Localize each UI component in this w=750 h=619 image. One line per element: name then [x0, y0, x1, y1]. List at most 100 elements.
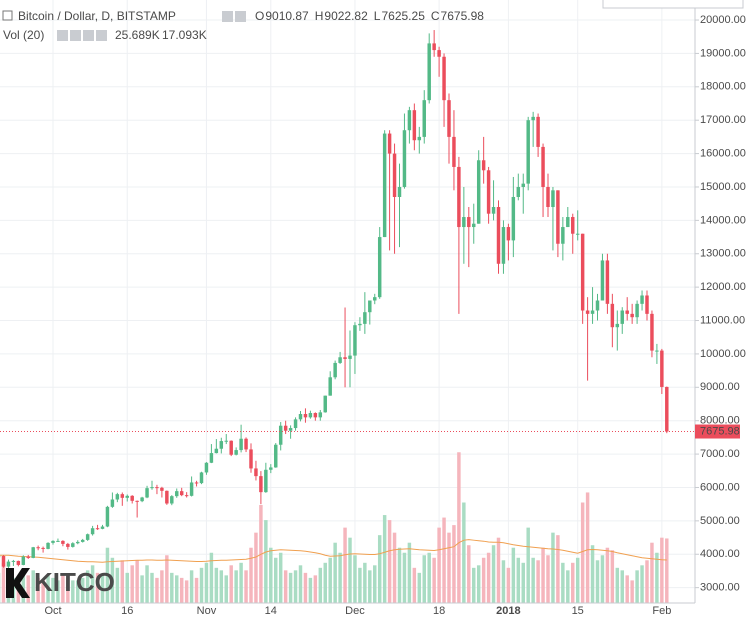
y-tick-label: 20000.00	[700, 14, 746, 26]
candle-body	[635, 303, 639, 318]
ohlc-value: 7675.98	[441, 9, 485, 23]
candle-body	[204, 462, 209, 473]
candle-body	[95, 528, 100, 530]
icon[interactable]	[235, 11, 246, 22]
candle-body	[244, 438, 248, 450]
volume-bar	[229, 565, 233, 603]
volume-bar	[105, 547, 110, 603]
volume-bar	[625, 575, 629, 603]
volume-bar	[254, 532, 258, 603]
x-tick-label: 2018	[496, 605, 520, 617]
candle-body	[407, 110, 412, 131]
candle-body	[145, 488, 149, 498]
volume-bar	[303, 572, 308, 603]
volume-bar	[600, 555, 605, 603]
icon[interactable]	[57, 30, 68, 41]
candle-body	[209, 453, 214, 463]
x-tick-label: Feb	[652, 605, 671, 617]
volume-bar	[462, 502, 466, 603]
candle-body	[625, 310, 629, 314]
icon[interactable]	[222, 11, 233, 22]
volume-bar	[486, 552, 491, 603]
volume-bar	[457, 452, 461, 603]
candle-body	[402, 130, 407, 187]
candle-body	[571, 217, 575, 234]
y-tick-label: 17000.00	[700, 114, 746, 126]
y-tick-label: 3000.00	[700, 582, 740, 594]
candle-body	[184, 495, 189, 497]
candle-body	[328, 377, 332, 396]
volume-bar	[521, 562, 525, 603]
candle-body	[521, 183, 525, 187]
volume-bar	[21, 572, 26, 603]
ohlc-value: 9022.82	[324, 9, 368, 23]
candle-body	[199, 472, 204, 484]
candle-body	[645, 295, 649, 314]
y-tick-label: 5000.00	[700, 515, 740, 527]
volume-bar	[412, 567, 417, 603]
candle-body	[585, 310, 590, 314]
volume-bar	[209, 552, 214, 603]
candle-body	[640, 295, 644, 304]
volume-bar	[630, 580, 634, 603]
candle-body	[615, 323, 620, 328]
candle-body	[130, 495, 134, 501]
candle-body	[150, 487, 154, 489]
candle-body	[80, 539, 85, 542]
candle-body	[551, 190, 555, 208]
last-price-box	[695, 424, 740, 439]
candle-body	[36, 547, 40, 549]
candle-body	[264, 469, 268, 493]
candle-body	[85, 534, 90, 540]
volume-bar	[199, 567, 204, 603]
candle-body	[491, 207, 496, 214]
candle-body	[452, 136, 456, 167]
candle-body	[120, 494, 125, 498]
candle-body	[71, 543, 75, 547]
candle-body	[462, 217, 466, 228]
icon[interactable]	[96, 30, 107, 41]
volume-bar	[472, 567, 476, 603]
candle-body	[655, 350, 659, 352]
volume-bar	[660, 537, 664, 603]
volume-bar	[397, 547, 402, 603]
candle-body	[481, 160, 486, 171]
volume-bar	[566, 570, 570, 603]
logo: KITCO	[6, 567, 115, 598]
volume-bar	[283, 570, 288, 603]
candle-body	[447, 100, 451, 137]
candle-body	[665, 386, 669, 432]
volume-bar	[343, 527, 347, 603]
volume-bar	[363, 562, 367, 603]
candle-body	[348, 355, 352, 359]
volume-bar	[368, 570, 372, 603]
volume-bar	[645, 560, 649, 603]
volume-bar	[496, 537, 501, 603]
volume-bar	[165, 555, 169, 603]
icon[interactable]	[83, 30, 94, 41]
candle-body	[605, 260, 610, 304]
volume-bar	[130, 565, 134, 603]
collapse-icon[interactable]	[2, 10, 13, 21]
candle-body	[501, 227, 506, 264]
y-tick-label: 15000.00	[700, 181, 746, 193]
volume-bar	[244, 570, 248, 603]
volume-bar	[145, 565, 149, 603]
y-tick-label: 19000.00	[700, 47, 746, 59]
candle-body	[412, 110, 417, 141]
volume-bar	[110, 557, 115, 603]
icon[interactable]	[70, 30, 81, 41]
candle-body	[368, 300, 372, 313]
candle-body	[155, 487, 159, 489]
candle-body	[239, 438, 243, 451]
candle-body	[506, 227, 511, 241]
volume-bar	[308, 577, 313, 603]
candle-body	[422, 100, 426, 137]
candle-body	[115, 494, 120, 500]
volume-bar	[571, 562, 575, 603]
volume-bar	[61, 575, 65, 603]
volume-bar	[66, 577, 70, 603]
candle-body	[135, 500, 139, 502]
x-tick-label: Dec	[345, 605, 365, 617]
